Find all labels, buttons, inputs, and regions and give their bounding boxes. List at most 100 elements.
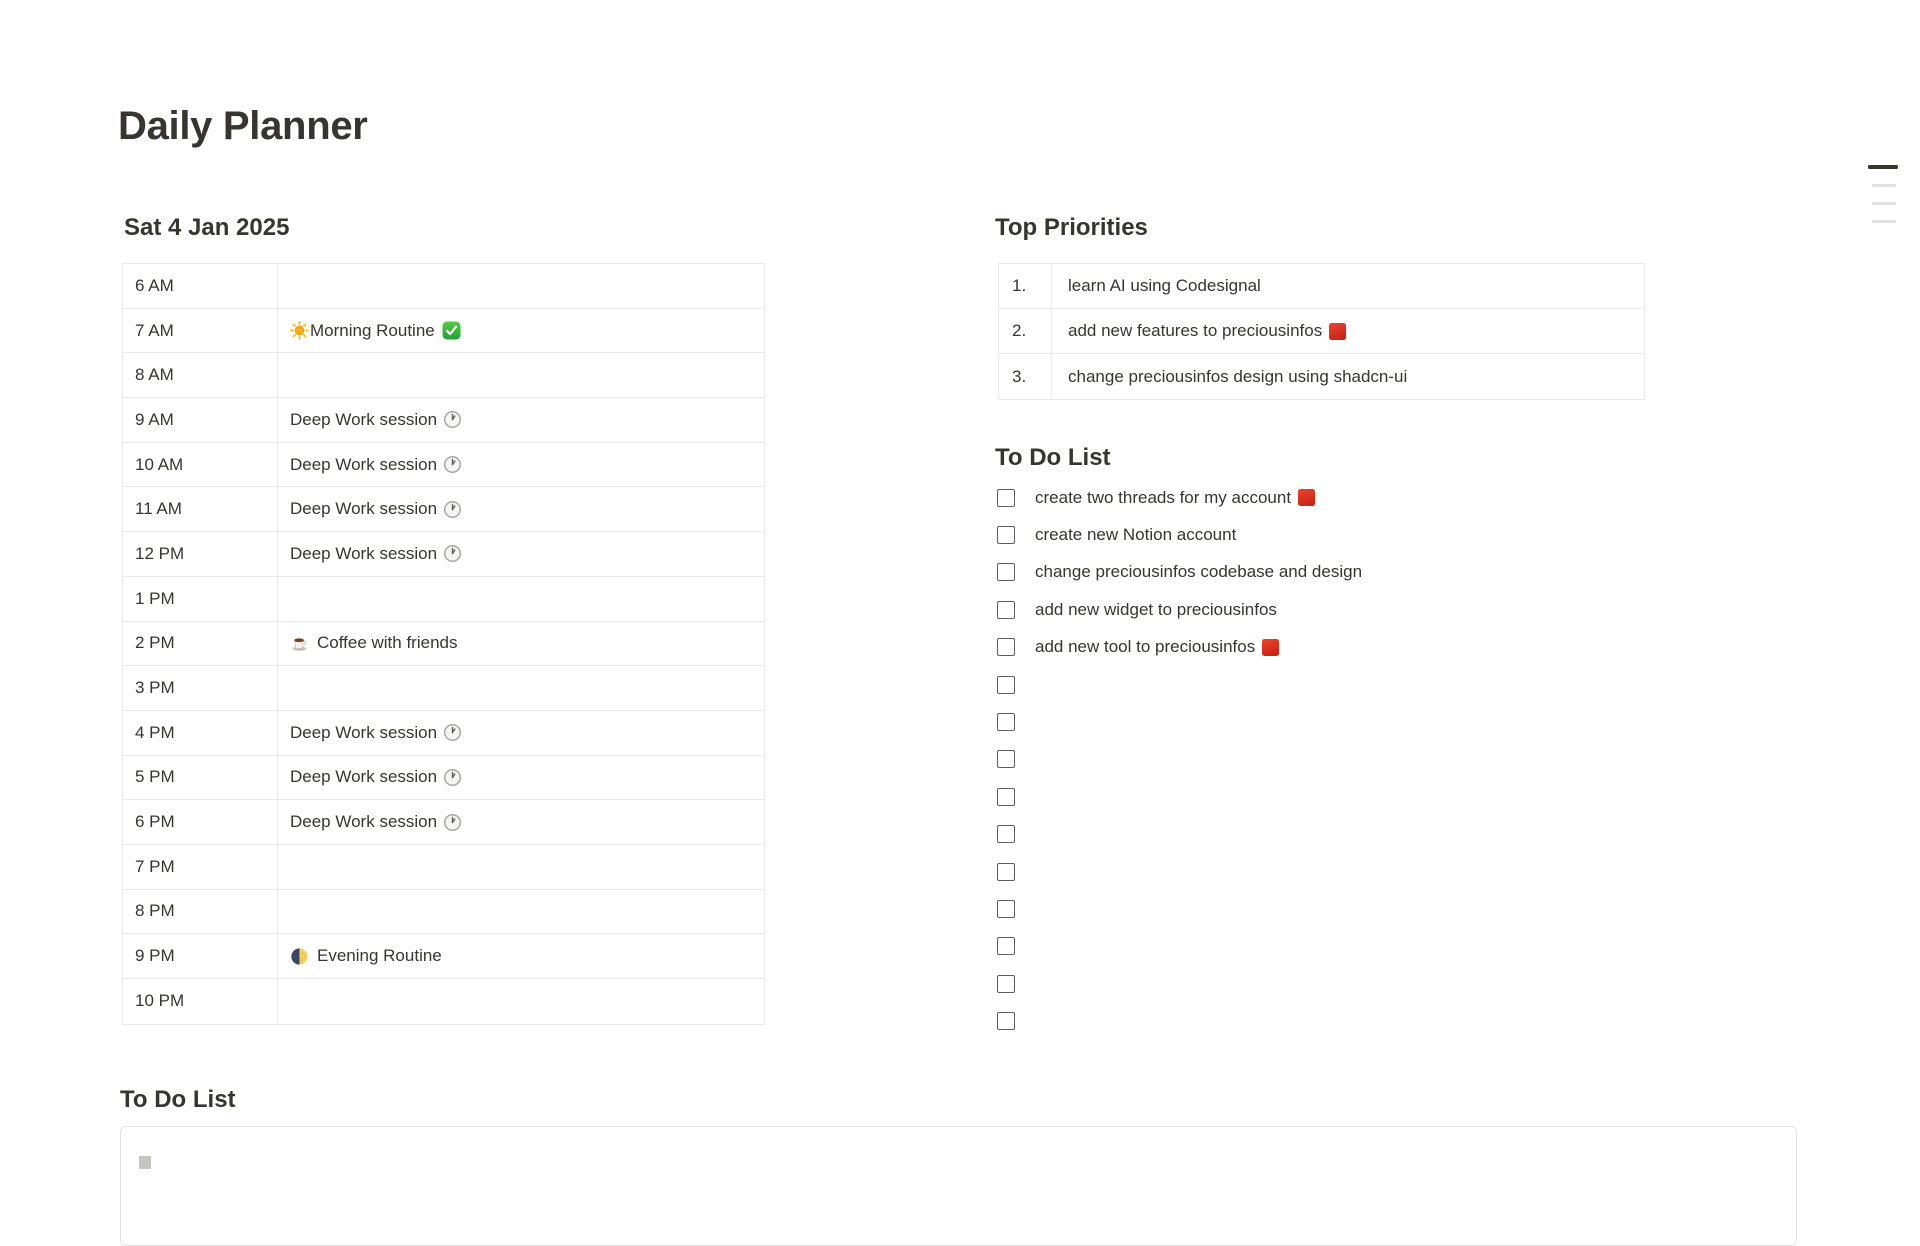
todo-checkbox[interactable] [997,563,1015,582]
todo-section: To Do List create two threads for my acc… [995,444,1645,1040]
schedule-event-cell[interactable]: Deep Work session [278,443,764,487]
schedule-time-cell[interactable]: 9 AM [123,398,278,442]
todo-checkbox[interactable] [997,526,1015,545]
clock-icon [443,500,462,519]
todo-label[interactable]: add new tool to preciousinfos [1035,637,1256,657]
todo-checkbox[interactable] [997,825,1015,844]
priority-text: add new features to preciousinfos [1068,321,1323,340]
first-quarter-moon-icon [290,947,309,966]
schedule-time-cell[interactable]: 2 PM [123,621,278,666]
schedule-row: 12 PM Deep Work session [123,532,764,577]
schedule-time-cell[interactable]: 7 PM [123,844,278,889]
page-title: Daily Planner [118,104,368,148]
schedule-event-cell[interactable]: Morning Routine [278,309,764,353]
todo-checkbox[interactable] [997,713,1015,732]
todo-checkbox[interactable] [997,675,1015,694]
schedule-row: 1 PM [123,576,764,622]
bottom-todo-heading: To Do List [120,1086,236,1113]
coffee-icon [290,634,309,653]
schedule-time-cell[interactable]: 9 PM [123,934,278,978]
todo-label[interactable]: create new Notion account [1035,525,1237,545]
check-mark-icon [442,321,461,340]
todo-checkbox[interactable] [997,750,1015,769]
schedule-event-cell[interactable] [278,264,764,308]
todo-checkbox[interactable] [997,787,1015,806]
schedule-time-cell[interactable]: 7 AM [123,308,278,353]
schedule-row: 7 PM [123,844,764,890]
priority-text: learn AI using Codesignal [1068,276,1261,295]
todo-checkbox[interactable] [997,638,1015,657]
schedule-time-cell[interactable]: 10 AM [123,442,278,487]
schedule-time-cell[interactable]: 5 PM [123,755,278,800]
todo-checkbox[interactable] [997,974,1015,993]
schedule-event-cell[interactable] [278,353,764,397]
schedule-time-cell[interactable]: 12 PM [123,532,278,576]
todo-checkbox[interactable] [997,862,1015,881]
schedule-event-cell[interactable] [278,577,764,621]
schedule-time-cell[interactable]: 6 PM [123,800,278,844]
priority-text-cell[interactable]: change preciousinfos design using shadcn… [1052,354,1644,399]
priority-text-cell[interactable]: learn AI using Codesignal [1052,264,1644,308]
clock-icon [443,813,462,832]
schedule-event-cell[interactable] [278,666,764,710]
todo-label[interactable]: add new widget to preciousinfos [1035,599,1277,619]
schedule-row: 6 PM Deep Work session [123,800,764,845]
todo-item-empty [997,703,1645,740]
schedule-time-cell[interactable]: 8 PM [123,889,278,934]
schedule-event-cell[interactable]: Deep Work session [278,532,764,576]
priority-text-cell[interactable]: add new features to preciousinfos [1052,309,1644,353]
todo-checkbox[interactable] [997,899,1015,918]
toc-bar-icon[interactable] [1872,220,1896,223]
event-text: Deep Work session [290,767,438,787]
todo-list: create two threads for my account create… [997,479,1645,1040]
schedule-event-cell[interactable]: Evening Routine [278,934,764,978]
todo-item: add new tool to preciousinfos [997,629,1645,666]
priority-row: 2. add new features to preciousinfos [999,309,1644,354]
schedule-time-cell[interactable]: 6 AM [123,264,278,308]
bottom-todo-board[interactable] [120,1126,1797,1246]
toc-bar-icon[interactable] [1872,184,1896,187]
todo-item-empty [997,1002,1645,1039]
priority-number-cell[interactable]: 2. [999,309,1052,353]
todo-item-empty [997,666,1645,703]
schedule-row: 5 PM Deep Work session [123,755,764,801]
clock-icon [443,410,462,429]
schedule-event-cell[interactable]: Deep Work session [278,398,764,442]
clock-icon [443,455,462,474]
schedule-row: 10 PM [123,979,764,1024]
schedule-row: 6 AM [123,264,764,309]
todo-checkbox[interactable] [997,600,1015,619]
schedule-time-cell[interactable]: 8 AM [123,353,278,398]
event-text: Deep Work session [290,454,438,474]
schedule-time-cell[interactable]: 3 PM [123,666,278,710]
priority-text: change preciousinfos design using shadcn… [1068,366,1408,386]
todo-item-empty [997,816,1645,853]
schedule-event-cell[interactable]: Deep Work session [278,756,764,800]
schedule-event-cell[interactable] [278,845,764,889]
toc-bar-icon[interactable] [1872,202,1896,205]
schedule-event-cell[interactable] [278,890,764,934]
schedule-time-cell[interactable]: 10 PM [123,979,278,1024]
todo-checkbox[interactable] [997,937,1015,956]
schedule-event-cell[interactable] [278,979,764,1024]
schedule-row: 4 PM Deep Work session [123,710,764,756]
priority-number-cell[interactable]: 1. [999,264,1052,308]
todo-item: add new widget to preciousinfos [997,591,1645,628]
schedule-time-cell[interactable]: 11 AM [123,487,278,532]
schedule-event-cell[interactable]: Deep Work session [278,487,764,531]
red-square-icon [1262,638,1280,656]
schedule-time-cell[interactable]: 4 PM [123,710,278,755]
todo-item-empty [997,928,1645,965]
event-text: Deep Work session [290,499,438,519]
schedule-event-cell[interactable]: Deep Work session [278,800,764,844]
toc-bar-active-icon[interactable] [1868,165,1898,169]
todo-item: create two threads for my account [997,479,1645,516]
schedule-event-cell[interactable]: Deep Work session [278,711,764,755]
schedule-event-cell[interactable]: Coffee with friends [278,622,764,666]
schedule-time-cell[interactable]: 1 PM [123,576,278,621]
priority-number-cell[interactable]: 3. [999,354,1052,399]
todo-label[interactable]: change preciousinfos codebase and design [1035,562,1363,582]
todo-checkbox[interactable] [997,488,1015,507]
todo-label[interactable]: create two threads for my account [1035,487,1292,507]
todo-checkbox[interactable] [997,1012,1015,1031]
